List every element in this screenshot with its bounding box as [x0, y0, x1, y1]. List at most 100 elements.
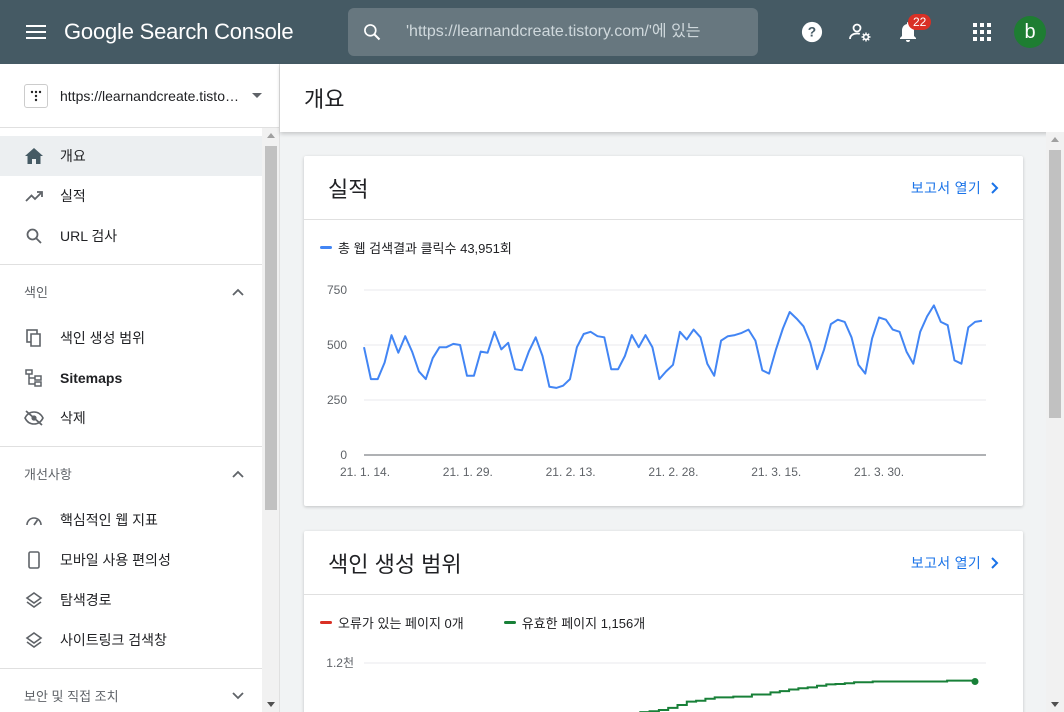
performance-open-report-link[interactable]: 보고서 열기: [911, 178, 999, 198]
open-report-label: 보고서 열기: [910, 179, 981, 196]
coverage-card: 색인 생성 범위 보고서 열기 오류가 있는 페이지 0개 유효한 페이지 1,…: [304, 531, 1023, 712]
legend-item-errors[interactable]: 오류가 있는 페이지 0개: [320, 613, 464, 632]
sidebar-item-label: 사이트링크 검색창: [60, 632, 167, 648]
sidebar-item-label: 개요: [60, 148, 86, 164]
layers-icon: [24, 630, 44, 650]
legend-label: 총 웹 검색결과 클릭수 43,951회: [338, 241, 512, 256]
property-selector[interactable]: https://learnandcreate.tistory.com/: [0, 64, 279, 128]
scroll-up-arrow-icon[interactable]: [267, 133, 275, 138]
coverage-chart: 1.2천: [326, 655, 986, 712]
section-index-header[interactable]: 색인: [0, 264, 262, 318]
menu-icon[interactable]: [16, 12, 56, 52]
avatar[interactable]: b: [1014, 16, 1046, 48]
open-report-label: 보고서 열기: [910, 554, 981, 571]
coverage-title: 색인 생성 범위: [328, 551, 462, 577]
performance-card: 실적 보고서 열기 총 웹 검색결과 클릭수 43,951회 750 500 250…: [304, 156, 1023, 506]
scroll-up-arrow-icon[interactable]: [1051, 137, 1059, 142]
notification-badge: 22: [908, 14, 932, 30]
sidebar-item-coverage[interactable]: 색인 생성 범위: [0, 318, 262, 358]
sitemap-icon: [24, 368, 44, 388]
sidebar-item-performance[interactable]: 실적: [0, 176, 262, 216]
x-tick-label: 21. 1. 29.: [443, 465, 493, 479]
performance-title: 실적: [328, 176, 369, 202]
sidebar-item-mobile-usability[interactable]: 모바일 사용 편의성: [0, 540, 262, 580]
section-enhancements-header[interactable]: 개선사항: [0, 446, 262, 500]
valid-pages-series-line: [639, 679, 976, 712]
search-input[interactable]: [406, 23, 758, 41]
x-tick-label: 21. 1. 14.: [340, 465, 390, 479]
apps-grid-icon[interactable]: [962, 12, 1002, 52]
speed-icon: [24, 510, 44, 530]
main-scroll-thumb[interactable]: [1049, 150, 1061, 418]
sidebar-item-label: URL 검사: [60, 228, 118, 244]
section-title: 보안 및 직접 조치: [24, 689, 119, 704]
legend-label: 오류가 있는 페이지 0개: [338, 616, 464, 631]
y-tick-label: 1.2천: [326, 655, 354, 670]
scroll-down-arrow-icon[interactable]: [1051, 702, 1059, 707]
y-tick-label: 250: [327, 393, 347, 407]
sidebar-item-sitelinks-searchbox[interactable]: 사이트링크 검색창: [0, 620, 262, 660]
property-favicon-icon: [24, 83, 48, 108]
sidebar-item-core-web-vitals[interactable]: 핵심적인 웹 지표: [0, 500, 262, 540]
help-icon[interactable]: ?: [792, 12, 832, 52]
y-tick-label: 500: [327, 338, 347, 352]
x-tick-label: 21. 3. 30.: [854, 465, 904, 479]
home-icon: [24, 146, 44, 166]
search-icon: [24, 226, 44, 246]
section-security-header[interactable]: 보안 및 직접 조치: [0, 668, 262, 712]
notifications-icon[interactable]: 22: [888, 12, 932, 52]
x-tick-label: 21. 2. 13.: [546, 465, 596, 479]
sidebar-scrollbar[interactable]: [262, 128, 279, 712]
svg-text:?: ?: [808, 25, 816, 40]
sidebar-item-sitemaps[interactable]: Sitemaps: [0, 358, 262, 398]
trending-up-icon: [24, 186, 44, 206]
manage-accounts-icon[interactable]: [840, 12, 880, 52]
chevron-up-icon: [232, 470, 244, 478]
y-tick-label: 750: [327, 283, 347, 297]
sidebar-item-label: 색인 생성 범위: [60, 330, 146, 346]
sidebar-item-overview[interactable]: 개요: [0, 136, 262, 176]
performance-card-header: 실적 보고서 열기: [304, 156, 1023, 220]
sidebar-item-label: 모바일 사용 편의성: [60, 552, 171, 568]
search-bar[interactable]: [348, 8, 758, 56]
dropdown-caret-icon: [252, 92, 262, 98]
legend-item-clicks[interactable]: 총 웹 검색결과 클릭수 43,951회: [320, 238, 512, 257]
legend-swatch: [320, 621, 332, 624]
visibility-off-icon: [24, 408, 44, 428]
page-title: 개요: [280, 64, 1064, 132]
sidebar-item-breadcrumbs[interactable]: 탐색경로: [0, 580, 262, 620]
performance-legend: 총 웹 검색결과 클릭수 43,951회: [304, 238, 1023, 257]
scroll-down-arrow-icon[interactable]: [267, 702, 275, 707]
sidebar-item-label: Sitemaps: [60, 370, 123, 386]
sidebar-scroll-thumb[interactable]: [265, 146, 277, 510]
legend-label: 유효한 페이지 1,156개: [521, 616, 646, 631]
x-tick-label: 21. 2. 28.: [648, 465, 698, 479]
search-icon[interactable]: [348, 8, 396, 56]
coverage-legend: 오류가 있는 페이지 0개 유효한 페이지 1,156개: [304, 613, 1023, 632]
chevron-right-icon: [991, 181, 999, 194]
sidebar-nav: 개요 실적 URL 검사 색인 색인 생성 범위 Sitemaps 삭제: [0, 128, 262, 712]
file-copy-icon: [24, 328, 44, 348]
main-scrollbar[interactable]: [1046, 132, 1064, 712]
layers-icon: [24, 590, 44, 610]
legend-swatch: [320, 246, 332, 249]
sidebar-item-label: 실적: [60, 188, 86, 204]
sidebar-item-label: 탐색경로: [60, 592, 112, 608]
performance-chart: 750 500 250 0 21. 1. 14. 21. 1. 29. 21. 2. 13.…: [327, 283, 986, 479]
coverage-open-report-link[interactable]: 보고서 열기: [911, 553, 999, 573]
valid-pages-end-point: [971, 677, 979, 685]
y-tick-label: 0: [340, 448, 347, 462]
sidebar: https://learnandcreate.tistory.com/ 개요 실…: [0, 64, 280, 712]
sidebar-item-label: 핵심적인 웹 지표: [60, 512, 158, 528]
sidebar-item-url-inspection[interactable]: URL 검사: [0, 216, 262, 256]
app-logo[interactable]: Google Search Console: [64, 19, 294, 44]
x-tick-label: 21. 3. 15.: [751, 465, 801, 479]
sidebar-item-removals[interactable]: 삭제: [0, 398, 262, 438]
property-url: https://learnandcreate.tistory.com/: [60, 87, 240, 104]
section-title: 개선사항: [24, 467, 72, 482]
chevron-right-icon: [991, 556, 999, 569]
chevron-up-icon: [232, 288, 244, 296]
smartphone-icon: [24, 550, 44, 570]
sidebar-item-label: 삭제: [60, 410, 86, 426]
legend-item-valid[interactable]: 유효한 페이지 1,156개: [503, 613, 646, 632]
